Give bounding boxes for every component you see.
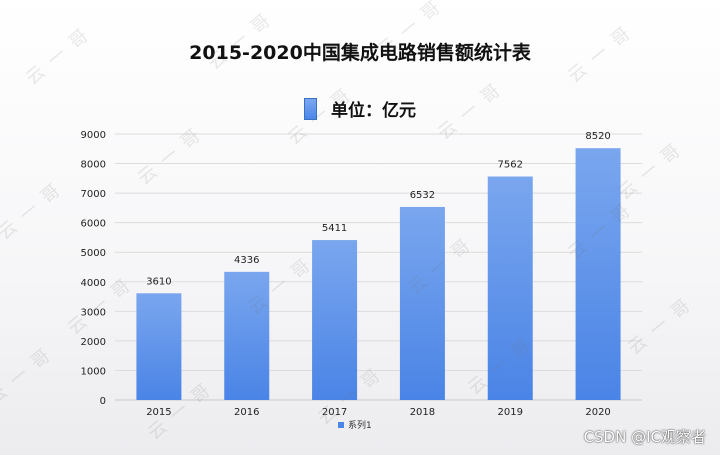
x-tick-label: 2020 <box>585 407 610 418</box>
data-label: 4336 <box>234 255 259 266</box>
x-axis-ticks: 2015 2016 2017 2018 2019 2020 <box>146 407 611 418</box>
y-tick-label: 4000 <box>81 278 106 289</box>
data-label: 3610 <box>146 276 171 287</box>
gridlines <box>115 133 642 401</box>
data-labels: 3610 4336 5411 6532 7562 8520 <box>146 131 611 287</box>
x-tick-label: 2015 <box>146 407 171 418</box>
legend-series-label: 系列1 <box>348 419 372 431</box>
top-legend: 单位：亿元 <box>0 96 720 121</box>
unit-label: 单位：亿元 <box>331 101 416 121</box>
data-label: 7562 <box>498 160 523 171</box>
x-tick-label: 2018 <box>410 407 435 418</box>
legend-marker-icon <box>338 422 344 428</box>
bar-2020 <box>575 148 621 400</box>
bar-2018 <box>399 206 445 400</box>
y-tick-label: 0 <box>100 396 106 407</box>
bottom-legend: 系列1 <box>338 419 372 431</box>
x-tick-label: 2016 <box>234 407 259 418</box>
data-label: 5411 <box>322 223 347 234</box>
bars <box>136 148 621 400</box>
y-tick-label: 2000 <box>81 337 106 348</box>
y-tick-label: 1000 <box>81 366 106 377</box>
bar-2016 <box>224 271 270 400</box>
credit-text: CSDN @IC观察者 <box>583 428 706 446</box>
y-tick-label: 9000 <box>81 130 106 141</box>
bar-2019 <box>487 176 533 400</box>
y-tick-label: 8000 <box>81 160 106 171</box>
data-label: 8520 <box>585 131 610 142</box>
x-tick-label: 2019 <box>498 407 523 418</box>
bar-2015 <box>136 293 182 400</box>
legend-swatch-icon <box>304 97 317 120</box>
y-tick-label: 6000 <box>81 219 106 230</box>
y-tick-label: 7000 <box>81 189 106 200</box>
y-tick-label: 3000 <box>81 307 106 318</box>
y-tick-label: 5000 <box>81 248 106 259</box>
y-axis-ticks: 0 1000 2000 3000 4000 5000 6000 7000 8000 9000 <box>81 130 106 407</box>
bar-2017 <box>312 240 358 400</box>
chart-title: 2015-2020中国集成电路销售额统计表 <box>189 42 531 64</box>
x-tick-label: 2017 <box>322 407 347 418</box>
data-label: 6532 <box>410 190 435 201</box>
